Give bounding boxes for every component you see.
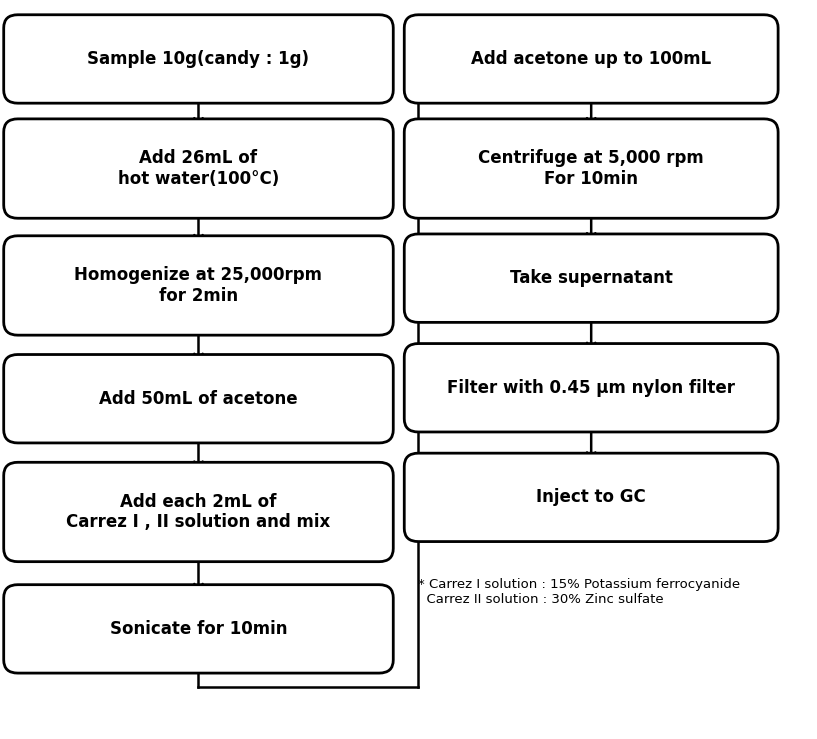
Text: Filter with 0.45 μm nylon filter: Filter with 0.45 μm nylon filter xyxy=(447,379,735,397)
Text: Centrifuge at 5,000 rpm
For 10min: Centrifuge at 5,000 rpm For 10min xyxy=(478,149,704,188)
Text: Inject to GC: Inject to GC xyxy=(536,488,646,506)
FancyBboxPatch shape xyxy=(4,585,393,673)
FancyBboxPatch shape xyxy=(404,344,778,432)
Text: Add 50mL of acetone: Add 50mL of acetone xyxy=(99,389,298,408)
Text: Add each 2mL of
Carrez I , II solution and mix: Add each 2mL of Carrez I , II solution a… xyxy=(66,493,331,531)
Text: Add acetone up to 100mL: Add acetone up to 100mL xyxy=(471,50,712,68)
FancyBboxPatch shape xyxy=(404,15,778,103)
FancyBboxPatch shape xyxy=(4,355,393,443)
FancyBboxPatch shape xyxy=(4,15,393,103)
Text: Homogenize at 25,000rpm
for 2min: Homogenize at 25,000rpm for 2min xyxy=(74,266,323,305)
FancyBboxPatch shape xyxy=(4,119,393,218)
Text: Sample 10g(candy : 1g): Sample 10g(candy : 1g) xyxy=(87,50,310,68)
Text: * Carrez I solution : 15% Potassium ferrocyanide
  Carrez II solution : 30% Zinc: * Carrez I solution : 15% Potassium ferr… xyxy=(418,578,740,606)
Text: Add 26mL of
hot water(100°C): Add 26mL of hot water(100°C) xyxy=(118,149,279,188)
Text: Sonicate for 10min: Sonicate for 10min xyxy=(109,620,288,638)
FancyBboxPatch shape xyxy=(404,119,778,218)
FancyBboxPatch shape xyxy=(404,234,778,322)
Text: Take supernatant: Take supernatant xyxy=(510,269,672,287)
FancyBboxPatch shape xyxy=(404,453,778,542)
FancyBboxPatch shape xyxy=(4,463,393,562)
FancyBboxPatch shape xyxy=(4,236,393,336)
